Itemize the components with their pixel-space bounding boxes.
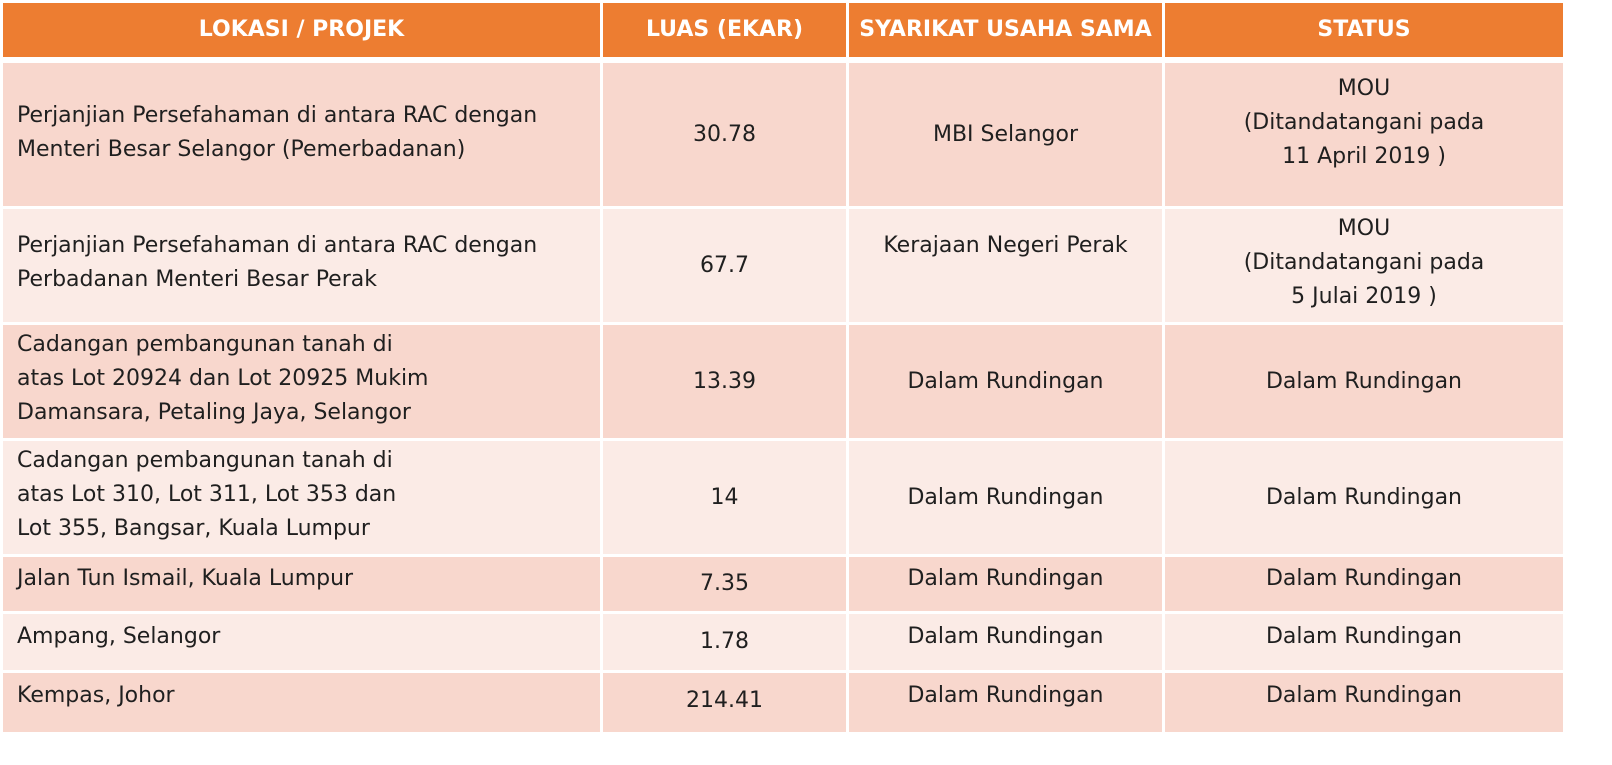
- cell-status: Dalam Rundingan: [1165, 614, 1563, 673]
- status-line: MOU: [1337, 76, 1391, 101]
- cell-jv: Dalam Rundingan: [849, 325, 1165, 441]
- cell-status: Dalam Rundingan: [1165, 325, 1563, 441]
- status-line: Dalam Rundingan: [1265, 484, 1463, 510]
- area-text: 7.35: [700, 571, 749, 596]
- cell-location: Cadangan pembangunan tanah di atas Lot 3…: [3, 441, 603, 557]
- table-row: Perjanjian Persefahaman di antara RAC de…: [3, 209, 1563, 325]
- location-line: Damansara, Petaling Jaya, Selangor: [17, 400, 411, 425]
- status-line: 11 April 2019 ): [1282, 144, 1446, 169]
- location-line: Kempas, Johor: [17, 683, 175, 708]
- cell-jv: Dalam Rundingan: [849, 441, 1165, 557]
- location-line: atas Lot 20924 dan Lot 20925 Mukim: [17, 366, 429, 391]
- location-line: Perjanjian Persefahaman di antara RAC de…: [17, 233, 538, 258]
- header-area: LUAS (EKAR): [603, 3, 849, 63]
- table-row: Ampang, Selangor 1.78 Dalam Rundingan Da…: [3, 614, 1563, 673]
- jv-text: Kerajaan Negeri Perak: [883, 233, 1128, 258]
- cell-jv: Dalam Rundingan: [849, 557, 1165, 614]
- cell-status: Dalam Rundingan: [1165, 557, 1563, 614]
- table-row: Cadangan pembangunan tanah di atas Lot 3…: [3, 441, 1563, 557]
- jv-text: Dalam Rundingan: [907, 683, 1104, 708]
- cell-area: 7.35: [603, 557, 849, 614]
- status-line: (Ditandatangani pada: [1243, 110, 1485, 135]
- status-line: Dalam Rundingan: [1265, 683, 1463, 708]
- cell-location: Cadangan pembangunan tanah di atas Lot 2…: [3, 325, 603, 441]
- header-location: LOKASI / PROJEK: [3, 3, 603, 63]
- area-text: 1.78: [700, 629, 749, 654]
- jv-text: Dalam Rundingan: [907, 624, 1104, 649]
- cell-status: Dalam Rundingan: [1165, 673, 1563, 732]
- location-line: Jalan Tun Ismail, Kuala Lumpur: [17, 566, 354, 591]
- cell-area: 14: [603, 441, 849, 557]
- cell-location: Perjanjian Persefahaman di antara RAC de…: [3, 63, 603, 209]
- cell-status: MOU (Ditandatangani pada 5 Julai 2019 ): [1165, 209, 1563, 325]
- table-row: Jalan Tun Ismail, Kuala Lumpur 7.35 Dala…: [3, 557, 1563, 614]
- cell-location: Jalan Tun Ismail, Kuala Lumpur: [3, 557, 603, 614]
- project-table-wrapper: LOKASI / PROJEK LUAS (EKAR) SYARIKAT USA…: [3, 3, 1563, 732]
- cell-jv: Dalam Rundingan: [849, 673, 1165, 732]
- location-line: atas Lot 310, Lot 311, Lot 353 dan: [17, 482, 397, 507]
- status-line: 5 Julai 2019 ): [1291, 284, 1437, 309]
- status-line: Dalam Rundingan: [1265, 368, 1463, 394]
- jv-text: Dalam Rundingan: [907, 566, 1104, 591]
- cell-location: Perjanjian Persefahaman di antara RAC de…: [3, 209, 603, 325]
- cell-area: 67.7: [603, 209, 849, 325]
- header-jv: SYARIKAT USAHA SAMA: [849, 3, 1165, 63]
- status-line: Dalam Rundingan: [1265, 566, 1463, 591]
- cell-status: Dalam Rundingan: [1165, 441, 1563, 557]
- location-line: Menteri Besar Selangor (Pemerbadanan): [17, 137, 466, 162]
- table-header-row: LOKASI / PROJEK LUAS (EKAR) SYARIKAT USA…: [3, 3, 1563, 63]
- cell-area: 214.41: [603, 673, 849, 732]
- table-row: Perjanjian Persefahaman di antara RAC de…: [3, 63, 1563, 209]
- cell-location: Kempas, Johor: [3, 673, 603, 732]
- location-line: Cadangan pembangunan tanah di: [17, 332, 393, 357]
- cell-area: 13.39: [603, 325, 849, 441]
- location-line: Ampang, Selangor: [17, 624, 221, 649]
- status-line: MOU: [1337, 216, 1391, 241]
- location-line: Cadangan pembangunan tanah di: [17, 448, 393, 473]
- status-line: Dalam Rundingan: [1265, 624, 1463, 649]
- project-table: LOKASI / PROJEK LUAS (EKAR) SYARIKAT USA…: [3, 3, 1563, 732]
- location-line: Lot 355, Bangsar, Kuala Lumpur: [17, 516, 370, 541]
- cell-jv: MBI Selangor: [849, 63, 1165, 209]
- area-text: 214.41: [686, 688, 763, 713]
- header-status: STATUS: [1165, 3, 1563, 63]
- table-row: Kempas, Johor 214.41 Dalam Rundingan Dal…: [3, 673, 1563, 732]
- cell-area: 1.78: [603, 614, 849, 673]
- location-line: Perjanjian Persefahaman di antara RAC de…: [17, 103, 538, 128]
- status-line: (Ditandatangani pada: [1243, 250, 1485, 275]
- cell-status: MOU (Ditandatangani pada 11 April 2019 ): [1165, 63, 1563, 209]
- cell-location: Ampang, Selangor: [3, 614, 603, 673]
- cell-jv: Kerajaan Negeri Perak: [849, 209, 1165, 325]
- cell-area: 30.78: [603, 63, 849, 209]
- table-row: Cadangan pembangunan tanah di atas Lot 2…: [3, 325, 1563, 441]
- cell-jv: Dalam Rundingan: [849, 614, 1165, 673]
- location-line: Perbadanan Menteri Besar Perak: [17, 267, 377, 292]
